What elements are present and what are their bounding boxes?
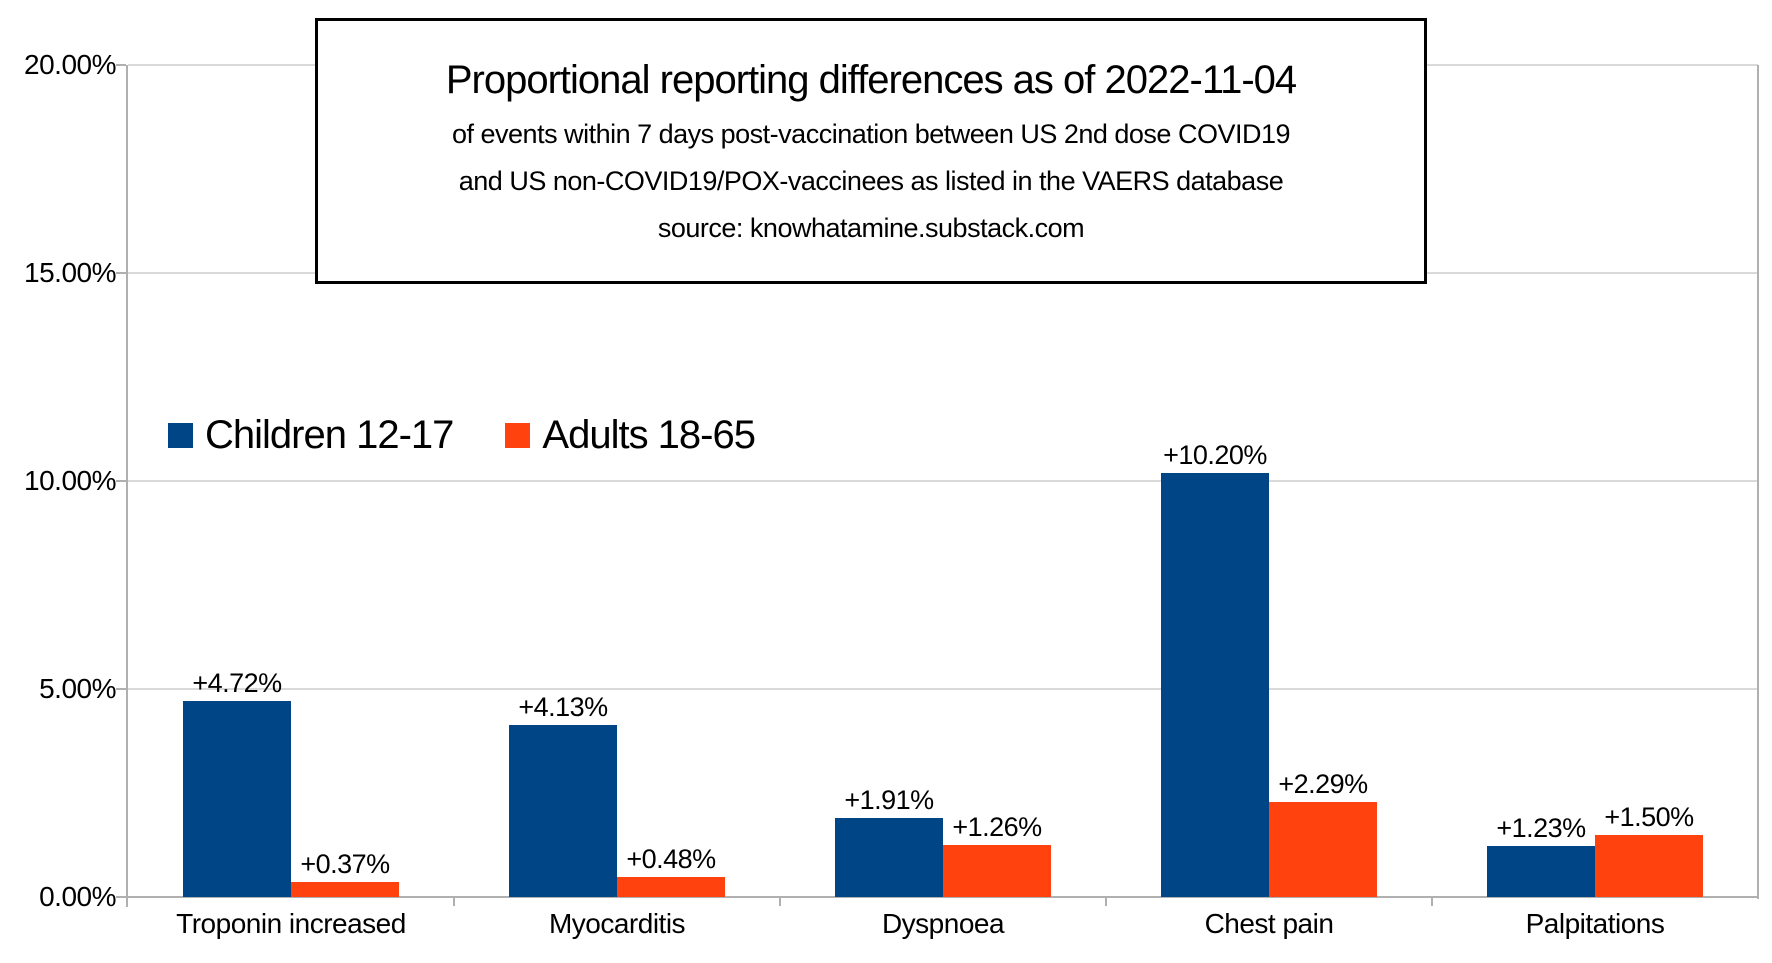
chart-title: Proportional reporting differences as of…	[445, 58, 1297, 102]
chart-title-box: Proportional reporting differences as of…	[315, 18, 1427, 284]
bar-adults-18-65-palpitations	[1595, 835, 1703, 897]
x-axis-label-chest-pain: Chest pain	[1204, 908, 1334, 939]
chart-subtitle-line-1: of events within 7 days post-vaccination…	[452, 119, 1291, 149]
bar-children-12-17-palpitations	[1487, 846, 1595, 897]
bar-adults-18-65-chest-pain	[1269, 802, 1377, 897]
plot-right-border	[1757, 65, 1759, 899]
x-tick-4	[1431, 897, 1433, 906]
y-tick-5pct	[116, 688, 126, 690]
legend-label-children: Children 12-17	[205, 412, 454, 457]
bar-label-adults-18-65-troponin-increased: +0.37%	[300, 849, 390, 879]
y-axis-label-15pct: 15.00%	[24, 257, 116, 288]
y-axis-label-5pct: 5.00%	[39, 673, 116, 704]
legend-swatch-children-icon	[168, 422, 193, 448]
bar-label-adults-18-65-myocarditis: +0.48%	[626, 844, 716, 874]
y-axis-label-0pct: 0.00%	[39, 881, 116, 912]
x-tick-2	[779, 897, 781, 906]
bar-label-adults-18-65-dyspnoea: +1.26%	[952, 812, 1042, 842]
bar-label-children-12-17-palpitations: +1.23%	[1496, 813, 1586, 843]
y-axis-label-20pct: 20.00%	[24, 49, 116, 80]
bar-children-12-17-troponin-increased	[183, 701, 291, 897]
y-axis-label-10pct: 10.00%	[24, 465, 116, 496]
chart-source: source: knowhatamine.substack.com	[657, 213, 1085, 243]
bar-adults-18-65-myocarditis	[617, 877, 725, 897]
bar-label-children-12-17-troponin-increased: +4.72%	[192, 668, 282, 698]
y-tick-20pct	[116, 64, 126, 66]
bar-children-12-17-myocarditis	[509, 725, 617, 897]
y-axis-line	[126, 65, 128, 907]
bar-adults-18-65-dyspnoea	[943, 845, 1051, 897]
legend-label-adults: Adults 18-65	[542, 412, 756, 457]
x-tick-3	[1105, 897, 1107, 906]
x-axis-line	[128, 896, 1758, 898]
bar-label-children-12-17-myocarditis: +4.13%	[518, 692, 608, 722]
x-axis-label-palpitations: Palpitations	[1525, 908, 1665, 939]
gridline-10pct	[128, 480, 1758, 482]
chart-subtitle-line-2: and US non-COVID19/POX-vaccinees as list…	[458, 166, 1284, 196]
y-tick-15pct	[116, 272, 126, 274]
legend-item-adults: Adults 18-65	[505, 412, 756, 458]
bar-label-children-12-17-chest-pain: +10.20%	[1163, 440, 1267, 470]
bar-label-adults-18-65-palpitations: +1.50%	[1604, 802, 1694, 832]
gridline-5pct	[128, 688, 1758, 690]
x-axis-label-troponin-increased: Troponin increased	[176, 908, 406, 939]
y-tick-10pct	[116, 480, 126, 482]
bar-children-12-17-chest-pain	[1161, 473, 1269, 897]
x-axis-label-dyspnoea: Dyspnoea	[881, 908, 1005, 939]
x-axis-label-myocarditis: Myocarditis	[548, 908, 686, 939]
bar-label-children-12-17-dyspnoea: +1.91%	[844, 785, 934, 815]
legend-item-children: Children 12-17	[168, 412, 454, 458]
x-tick-1	[453, 897, 455, 906]
y-tick-0pct	[116, 896, 126, 898]
legend: Children 12-17 Adults 18-65	[168, 412, 756, 458]
bar-children-12-17-dyspnoea	[835, 818, 943, 897]
bar-label-adults-18-65-chest-pain: +2.29%	[1278, 769, 1368, 799]
legend-swatch-adults-icon	[505, 422, 531, 448]
bar-adults-18-65-troponin-increased	[291, 882, 399, 897]
